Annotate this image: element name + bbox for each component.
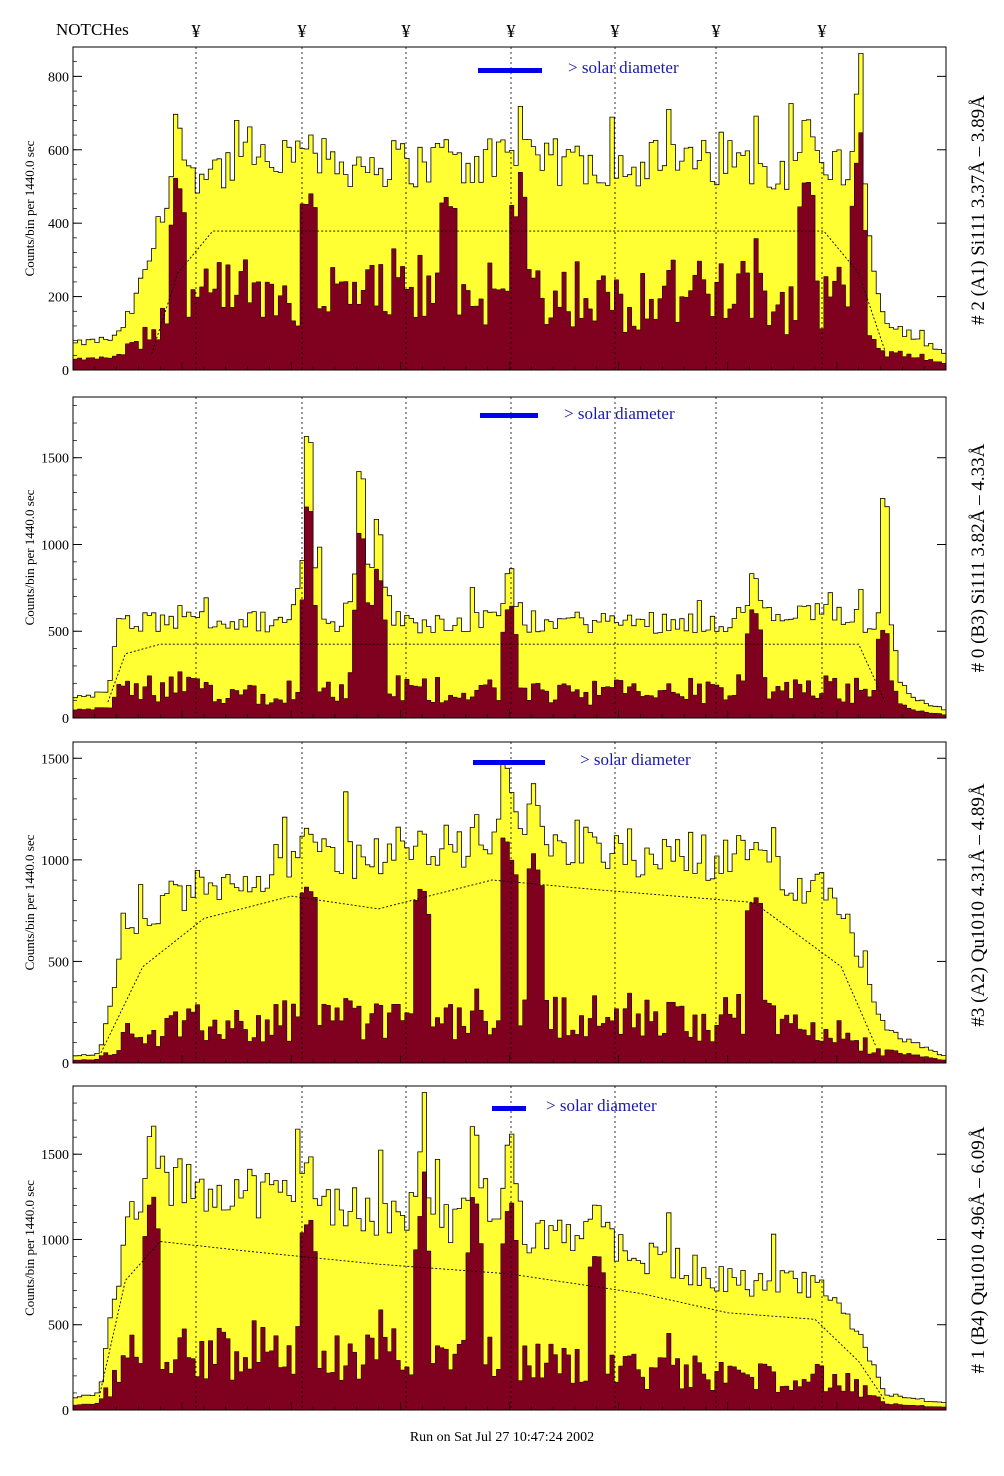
- ytick-label: 500: [48, 1319, 69, 1334]
- notch-marker-4: ¥: [507, 21, 516, 41]
- ytick-label: 1000: [41, 854, 69, 869]
- solar-diameter-bar: [473, 760, 545, 765]
- panel-2: 0 500 1000 1500 Counts/bin per 1440.0 sec # 0…: [22, 396, 989, 727]
- y-axis-label: Counts/bin per 1440.0 sec: [22, 1180, 37, 1316]
- channel-label: # 2 (A1) Si111 3.37Å – 3.89Å: [968, 95, 989, 325]
- solar-diameter-bar: [480, 413, 538, 418]
- panel-3: 0 500 1000 1500 Counts/bin per 1440.0 sec #3 …: [22, 741, 989, 1072]
- ytick-label: 400: [48, 217, 69, 232]
- panel-4: 0 500 1000 1500 Counts/bin per 1440.0 sec # 1…: [22, 1085, 989, 1419]
- ytick-label: 1500: [41, 1148, 69, 1163]
- ytick-label: 500: [48, 625, 69, 640]
- channel-label: # 0 (B3) Si111 3.82Å – 4.33Å: [968, 443, 989, 672]
- y-axis-label: Counts/bin per 1440.0 sec: [22, 834, 37, 970]
- run-footer: Run on Sat Jul 27 10:47:24 2002: [409, 1430, 595, 1445]
- ytick-label: 1000: [41, 538, 69, 553]
- histogram-selected: [72, 132, 947, 371]
- channel-label: #3 (A2) Qu1010 4.31Å – 4.89Å: [968, 783, 989, 1027]
- model-curve: [98, 1241, 886, 1401]
- ytick-label: 800: [48, 70, 69, 85]
- solar-diameter-bar: [478, 68, 542, 73]
- ytick-label: 1000: [41, 1233, 69, 1248]
- ytick-label: 200: [48, 291, 69, 306]
- notch-marker-2: ¥: [298, 21, 307, 41]
- notch-marker-5: ¥: [611, 21, 620, 41]
- solar-diameter-label: > solar diameter: [546, 1096, 657, 1115]
- channel-label: # 1 (B4) Qu1010 4.96Å – 6.09Å: [968, 1126, 989, 1373]
- y-axis-label: Counts/bin per 1440.0 sec: [22, 140, 37, 276]
- ytick-label: 0: [62, 712, 69, 727]
- ytick-label: 0: [62, 1057, 69, 1072]
- histogram-selected: [72, 1171, 947, 1411]
- header-title: NOTCHes: [56, 20, 129, 39]
- solar-diameter-label: > solar diameter: [564, 404, 675, 423]
- notch-marker-7: ¥: [818, 21, 827, 41]
- solar-diameter-label: > solar diameter: [568, 58, 679, 77]
- histogram-total: [72, 436, 947, 719]
- ytick-label: 500: [48, 955, 69, 970]
- model-curve: [107, 643, 886, 703]
- notch-marker-6: ¥: [712, 21, 721, 41]
- histogram-selected: [72, 837, 947, 1064]
- ytick-label: 0: [62, 364, 69, 379]
- y-axis-label: Counts/bin per 1440.0 sec: [22, 489, 37, 625]
- ytick-label: 0: [62, 1404, 69, 1419]
- solar-diameter-bar: [492, 1106, 526, 1111]
- panel-1: 0 200 400 600 800 Counts/bin per 1440.0 sec # …: [22, 46, 989, 379]
- ytick-label: 1500: [41, 452, 69, 467]
- notch-marker-3: ¥: [402, 21, 411, 41]
- solar-diameter-label: > solar diameter: [580, 750, 691, 769]
- model-curve: [151, 230, 886, 355]
- histogram-selected: [72, 506, 947, 719]
- notch-marker-1: ¥: [192, 21, 201, 41]
- ytick-label: 600: [48, 144, 69, 159]
- ytick-label: 1500: [41, 752, 69, 767]
